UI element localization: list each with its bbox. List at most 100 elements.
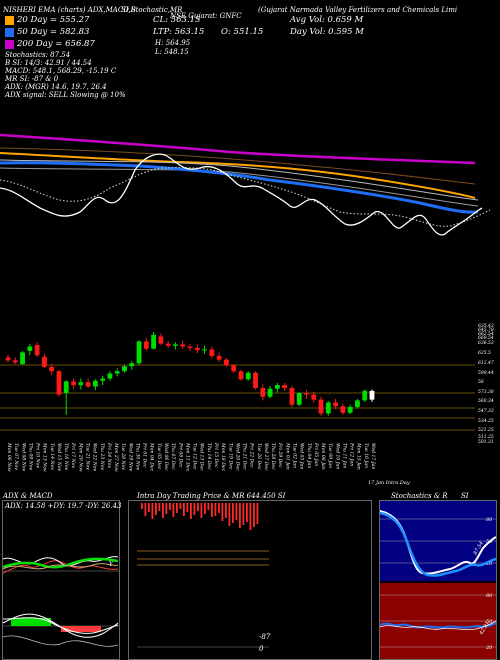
intraday-bar bbox=[176, 503, 178, 513]
candle-body bbox=[260, 388, 266, 397]
date-tick: Fri 29 Dec bbox=[277, 443, 283, 468]
axis-tick-top: 645.78 bbox=[478, 328, 494, 333]
company-name: (Gujarat Narmada Valley Fertilizers and … bbox=[258, 6, 458, 14]
candle-body bbox=[194, 348, 200, 351]
legend-ema50: 50 Day = 582.83 bbox=[5, 27, 89, 37]
intraday-bar bbox=[218, 503, 220, 513]
candle-body bbox=[129, 363, 135, 367]
date-tick: Thu 21 Dec bbox=[241, 443, 247, 470]
adx-line bbox=[3, 557, 119, 569]
date-tick: Thu 04 Jan bbox=[305, 443, 311, 469]
date-tick: Mon 13 Nov bbox=[41, 443, 47, 472]
date-tick: Thu 11 Jan bbox=[341, 443, 347, 469]
rsi-level-80: 80 bbox=[486, 593, 493, 599]
axis-tick: 56 bbox=[478, 380, 484, 385]
price-grid bbox=[0, 364, 475, 431]
stoch-rsi-chart: 80 50 20 87.54 80 50 20 42.91 bbox=[380, 501, 496, 659]
candle-body bbox=[27, 346, 33, 351]
intraday-bar bbox=[144, 503, 147, 516]
candle-body bbox=[369, 390, 375, 400]
rsi-panel-title: SI bbox=[461, 492, 469, 500]
stoch-level-20: 20 bbox=[485, 561, 493, 567]
candle-body bbox=[347, 406, 353, 413]
candle-body bbox=[202, 349, 207, 351]
candle-body bbox=[42, 356, 47, 367]
intraday-bar bbox=[214, 503, 217, 516]
date-tick: Thu 23 Nov bbox=[98, 443, 104, 471]
macd-histogram-red bbox=[61, 626, 101, 632]
mr-zero-label: 0 bbox=[259, 645, 264, 653]
stochastics-readout: Stochastics: 87.54 bbox=[5, 51, 71, 59]
candle-body bbox=[224, 359, 229, 366]
macd-signal-line bbox=[3, 617, 119, 634]
candle-body bbox=[49, 366, 55, 372]
intraday-bar bbox=[183, 503, 185, 516]
candle-body bbox=[296, 393, 302, 405]
candle-body bbox=[107, 373, 113, 379]
price-axis: 635.43 645.78 662.54 669.54 636.53 625.5… bbox=[478, 324, 500, 445]
date-tick: Fri 12 Jan bbox=[348, 443, 354, 467]
candle-body bbox=[100, 378, 106, 381]
date-tick: Mon 15 Jan bbox=[355, 443, 361, 470]
candle-body bbox=[151, 334, 156, 349]
date-tick: Tue 14 Nov bbox=[48, 443, 54, 470]
candle-body bbox=[34, 345, 40, 356]
intraday-bar bbox=[158, 503, 161, 511]
intraday-bar bbox=[155, 503, 157, 515]
date-tick: Mon 01 Jan bbox=[284, 443, 290, 470]
ltp-price: LTP: 563.15 bbox=[153, 27, 205, 37]
candle-body bbox=[274, 385, 280, 389]
axis-tick: 573.38 bbox=[478, 390, 494, 395]
date-tick: Mon 27 Nov bbox=[113, 443, 119, 472]
intraday-bar bbox=[165, 503, 168, 514]
intraday-bar bbox=[193, 503, 196, 515]
adx-aux-line bbox=[3, 563, 119, 570]
rsi-readout: B SI: 14/3: 42.91 / 44.54 bbox=[5, 59, 92, 67]
candle-body bbox=[318, 399, 324, 414]
candle-body bbox=[165, 343, 171, 346]
ema-overview-chart bbox=[0, 133, 491, 236]
axis-tick-top: 635.43 bbox=[478, 324, 494, 329]
stoch-panel-title: Stochastics & R bbox=[391, 492, 448, 500]
candle-body bbox=[5, 357, 11, 361]
intraday-bar bbox=[249, 503, 252, 530]
avg-volume: Avg Vol: 0.659 M bbox=[290, 15, 364, 25]
rsi-line bbox=[380, 622, 496, 629]
candle-body bbox=[143, 341, 149, 349]
intraday-bar bbox=[256, 503, 259, 524]
date-tick: Tue 21 Nov bbox=[84, 443, 90, 470]
adx-panel-title: ADX & MACD bbox=[3, 492, 53, 500]
candle-body bbox=[180, 344, 186, 347]
date-tick: Mon 11 Dec bbox=[184, 443, 190, 472]
candle-body bbox=[333, 402, 338, 407]
candle-body bbox=[289, 388, 295, 405]
intraday-bar bbox=[151, 503, 154, 519]
high-price: H: 564.95 bbox=[155, 39, 191, 47]
intraday-bar bbox=[186, 503, 189, 512]
intraday-bar bbox=[179, 503, 182, 509]
axis-tick: 625.5 bbox=[478, 351, 491, 356]
intraday-bar bbox=[197, 503, 199, 511]
intraday-bar bbox=[162, 503, 164, 518]
intraday-bar bbox=[239, 503, 241, 528]
candle-body bbox=[85, 382, 91, 387]
date-tick: Fri 01 Dec bbox=[141, 443, 147, 468]
date-tick: Fri 10 Nov bbox=[34, 443, 40, 468]
candle-body bbox=[267, 388, 273, 397]
candle-body bbox=[122, 366, 127, 372]
adx-level-label: Y bbox=[109, 561, 114, 568]
rsi-level-20: 20 bbox=[485, 645, 493, 651]
intraday-bars bbox=[141, 503, 259, 530]
date-tick: Wed 10 Jan bbox=[334, 443, 340, 470]
date-tick: Wed 29 Nov bbox=[127, 443, 133, 472]
ema50-label: 50 Day = 582.83 bbox=[17, 27, 90, 37]
macd-extra-line bbox=[3, 635, 119, 647]
intraday-bar bbox=[242, 503, 245, 525]
candle-body bbox=[209, 349, 215, 356]
intraday-bar bbox=[207, 503, 210, 510]
date-tick: Wed 27 Dec bbox=[262, 443, 268, 471]
ema20-swatch bbox=[5, 15, 14, 25]
date-tick: Thu 09 Nov bbox=[27, 443, 33, 471]
adx-panel: ADX: 14.58 +DY: 19.7 -DY: 26.43 Y bbox=[2, 500, 121, 660]
chart-title: NISHERI EMA (charts) ADX,MACD,B bbox=[3, 6, 136, 14]
